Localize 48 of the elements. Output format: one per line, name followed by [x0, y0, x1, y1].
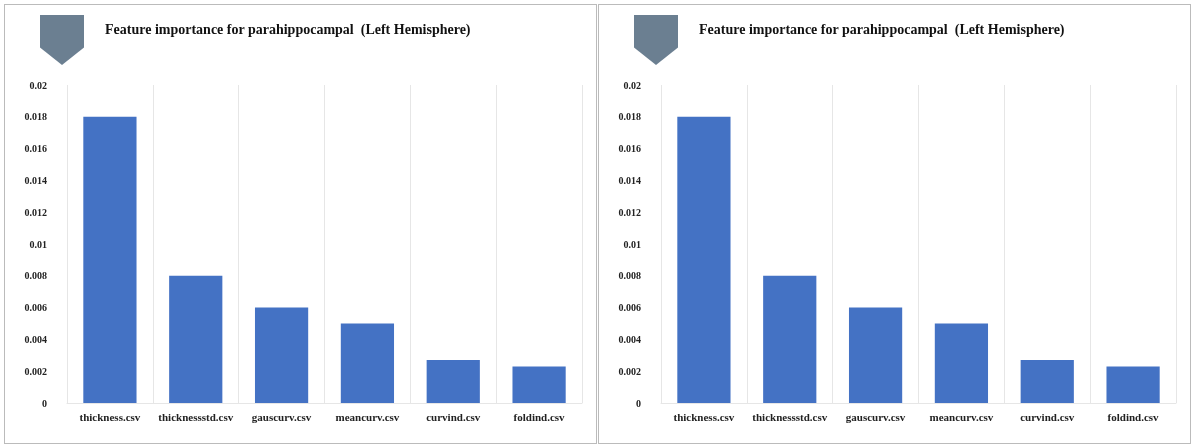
- y-tick-label: 0.006: [24, 302, 47, 314]
- x-tick-label: thickness.csv: [79, 410, 141, 423]
- chart-title: Feature importance for parahippocampal (Left Hemisphere): [699, 21, 1065, 38]
- bar: [1020, 360, 1074, 403]
- x-tick-label: thicknessstd.csv: [158, 410, 234, 423]
- bar: [1106, 366, 1160, 403]
- bar: [340, 323, 395, 403]
- y-tick-label: 0.002: [24, 365, 47, 377]
- x-tick-label: thicknessstd.csv: [752, 410, 828, 423]
- x-tick-label: gauscurv.csv: [251, 410, 312, 423]
- y-tick-label: 0.006: [618, 302, 641, 314]
- x-tick-label: meancurv.csv: [929, 410, 994, 423]
- y-tick-label: 0.008: [618, 270, 641, 282]
- y-tick-label: 0.002: [618, 365, 641, 377]
- x-tick-label: curvind.csv: [426, 410, 481, 423]
- bar: [512, 366, 566, 403]
- y-tick-label: 0.004: [24, 333, 47, 345]
- y-tick-label: 0.016: [24, 143, 47, 155]
- bar: [848, 307, 903, 403]
- x-tick-label: meancurv.csv: [335, 410, 400, 423]
- bar: [763, 275, 817, 403]
- chart-title: Feature importance for parahippocampal (Left Hemisphere): [105, 21, 471, 38]
- y-tick-label: 0.004: [618, 333, 641, 345]
- y-tick-label: 0.014: [24, 174, 47, 186]
- bar: [934, 323, 989, 403]
- y-tick-label: 0.014: [618, 174, 641, 186]
- y-tick-label: 0.018: [618, 111, 641, 123]
- x-tick-label: gauscurv.csv: [845, 410, 906, 423]
- y-tick-label: 0.012: [618, 206, 641, 218]
- x-tick-label: thickness.csv: [673, 410, 735, 423]
- bar: [254, 307, 309, 403]
- x-tick-label: foldind.csv: [1107, 410, 1160, 423]
- bar: [169, 275, 223, 403]
- y-tick-label: 0: [636, 397, 641, 409]
- y-tick-label: 0.01: [29, 238, 47, 250]
- y-tick-label: 0.02: [29, 79, 47, 91]
- y-tick-label: 0.012: [24, 206, 47, 218]
- bar: [83, 116, 137, 403]
- x-tick-label: curvind.csv: [1020, 410, 1075, 423]
- y-tick-label: 0.016: [618, 143, 641, 155]
- y-tick-label: 0: [42, 397, 47, 409]
- bar: [677, 116, 731, 403]
- bar: [426, 360, 480, 403]
- y-tick-label: 0.01: [623, 238, 641, 250]
- y-tick-label: 0.02: [623, 79, 641, 91]
- y-tick-label: 0.008: [24, 270, 47, 282]
- x-tick-label: foldind.csv: [513, 410, 566, 423]
- y-tick-label: 0.018: [24, 111, 47, 123]
